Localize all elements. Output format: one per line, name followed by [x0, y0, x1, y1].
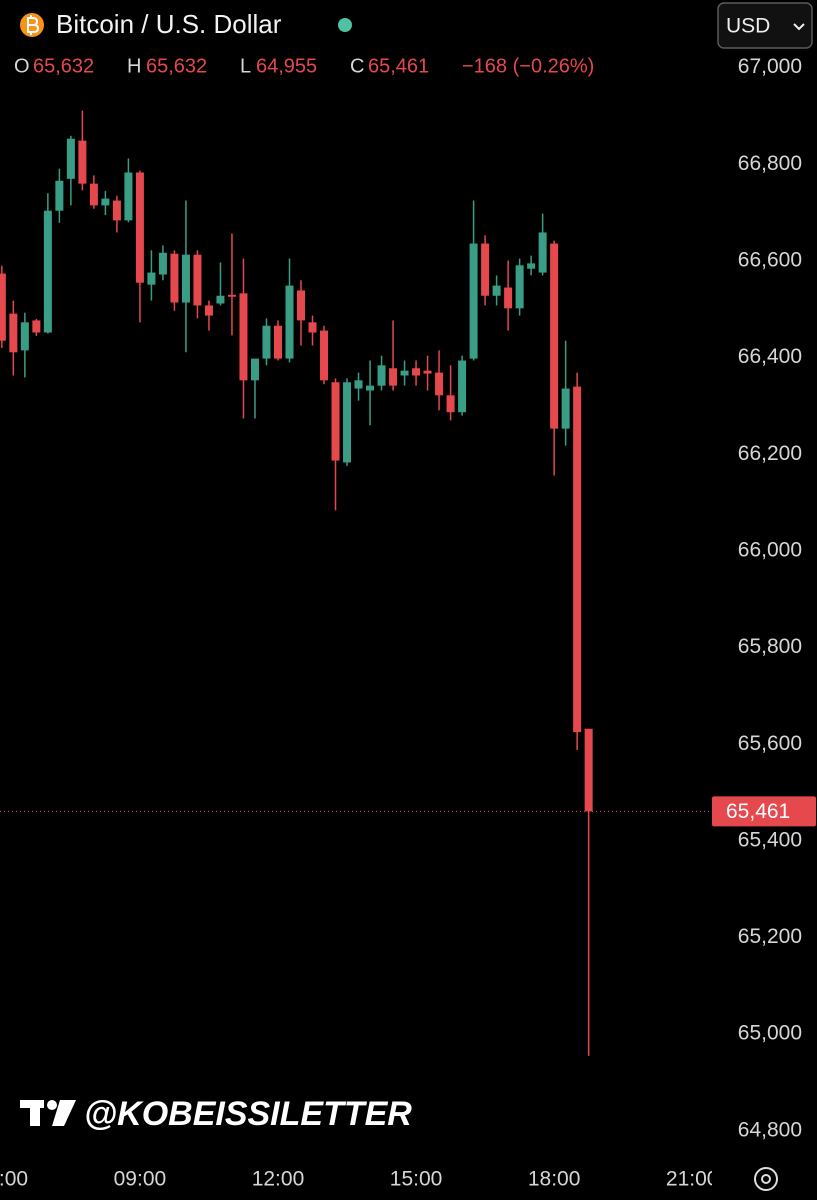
candle-body [400, 370, 409, 376]
y-tick-label: 65,400 [738, 828, 802, 851]
y-tick-label: 65,000 [738, 1022, 802, 1045]
bitcoin-symbol [27, 15, 40, 35]
y-tick-label: 64,800 [738, 1118, 802, 1141]
x-tick-label: 06:00 [0, 1168, 28, 1191]
ohlc-value: 65,461 [368, 55, 429, 77]
currency-select[interactable] [717, 2, 813, 49]
candle-body [515, 265, 524, 309]
y-tick-label: 66,800 [738, 152, 802, 175]
y-tick-label: 66,600 [738, 249, 802, 272]
candle-body [158, 252, 167, 275]
symbol-title: Bitcoin / U.S. Dollar [56, 9, 282, 39]
y-tick-label: 66,200 [738, 442, 802, 465]
candle-body [343, 382, 352, 463]
candle-body [527, 263, 536, 269]
change: −168 (−0.26%) [462, 55, 594, 77]
candle-body [20, 322, 29, 351]
ohlc-value: 64,955 [256, 55, 317, 77]
candle-body [573, 386, 582, 733]
candle-body [204, 305, 213, 316]
candle-body [101, 198, 110, 206]
candle-body [239, 293, 248, 381]
x-tick-label: 12:00 [252, 1168, 305, 1191]
ohlc-value: 65,632 [146, 55, 207, 77]
candle-body [285, 285, 294, 359]
currency-label: USD [726, 15, 770, 38]
x-tick-label: 18:00 [528, 1168, 581, 1191]
plot-area [0, 110, 712, 1056]
candle-body [435, 372, 444, 396]
y-tick-label: 65,800 [738, 635, 802, 658]
candle-body [366, 385, 375, 391]
candle-body [481, 243, 490, 296]
candle-body [193, 254, 202, 306]
candle-body [331, 382, 340, 461]
chevron [793, 23, 805, 31]
candle-body [389, 368, 398, 386]
x-tick-label: 15:00 [390, 1168, 443, 1191]
candle-body [308, 322, 317, 333]
candle-body [262, 325, 271, 359]
y-tick-label: 65,200 [738, 925, 802, 948]
last-price-tag [712, 796, 816, 827]
candle-body [492, 285, 501, 296]
ohlc-value: 65,632 [33, 55, 94, 77]
candle-body [32, 320, 41, 333]
candle-body [170, 253, 179, 303]
candle-body [412, 368, 421, 376]
y-tick-label: 66,000 [738, 538, 802, 561]
candle-body [354, 380, 363, 389]
candle-body [377, 365, 386, 386]
candle-body [320, 330, 329, 381]
ohlc-key: O [14, 55, 30, 77]
candle-body [78, 140, 87, 184]
candle-body [504, 287, 513, 309]
candle-body [124, 172, 133, 221]
x-axis: 06:00 09:00 12:00 15:00 18:00 21:00 [0, 1168, 719, 1191]
watermark: @KOBEISSILETTER [84, 1095, 412, 1133]
candle-body [250, 358, 259, 381]
y-tick-label: 65,600 [738, 732, 802, 755]
market-status [338, 18, 352, 32]
candle-body [112, 200, 121, 221]
candle-body [423, 370, 432, 374]
candle-body [135, 172, 144, 283]
y-tick-label: 66,400 [738, 345, 802, 368]
candle-body [181, 254, 190, 303]
candle-body [55, 180, 64, 211]
ohlc-key: H [127, 55, 141, 77]
candle-body [0, 273, 6, 341]
candle-body [216, 295, 225, 304]
candle-body [9, 313, 18, 353]
y-tick-label: 67,000 [738, 55, 802, 78]
candle-body [458, 360, 467, 413]
candle-body [89, 183, 98, 206]
x-tick-label: 09:00 [114, 1168, 167, 1191]
candle-body [147, 272, 156, 285]
candle-body [538, 232, 547, 273]
candle-body [227, 294, 236, 297]
candle-body [273, 325, 282, 359]
candle-body [446, 395, 455, 413]
candle-body [66, 138, 75, 179]
candle-body [561, 388, 570, 429]
candle-body [550, 243, 559, 429]
settings-icon[interactable] [754, 1167, 778, 1191]
ohlc-key: C [350, 55, 364, 77]
candle-body [469, 243, 478, 359]
ohlc-key: L [240, 55, 251, 77]
candle-body [584, 728, 593, 812]
tv-logo [20, 1100, 76, 1126]
candle-body [43, 210, 52, 333]
ohlc-legend: O 65,632 H 65,632 L 64,955 C 65,461 [14, 55, 429, 77]
last-price-label: 65,461 [726, 800, 790, 823]
candle-body [297, 290, 306, 321]
x-tick-label: 21:00 [666, 1168, 719, 1191]
